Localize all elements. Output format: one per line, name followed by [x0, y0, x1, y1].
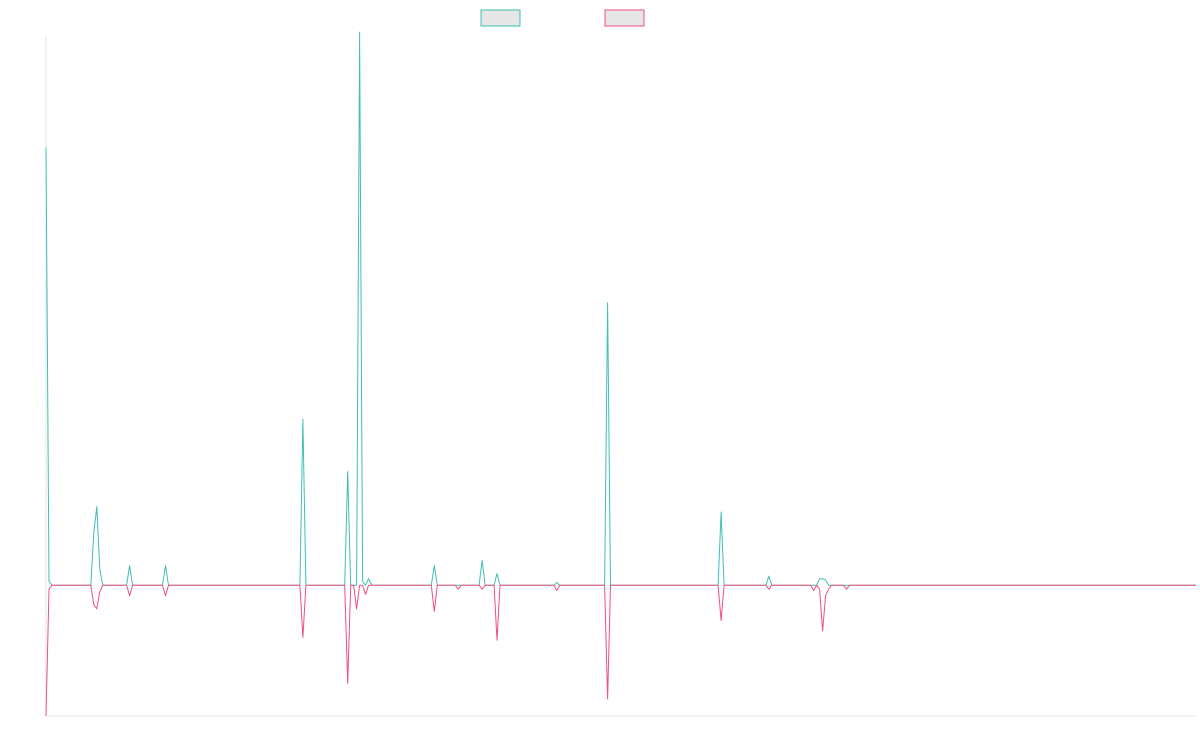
- legend-swatch-series-2[interactable]: [604, 9, 645, 27]
- series-line-1: [45, 31, 1196, 586]
- series-layer: [45, 31, 1196, 717]
- series-line-2: [45, 584, 1196, 717]
- legend[interactable]: [480, 9, 645, 27]
- legend-swatch-series-1[interactable]: [480, 9, 521, 27]
